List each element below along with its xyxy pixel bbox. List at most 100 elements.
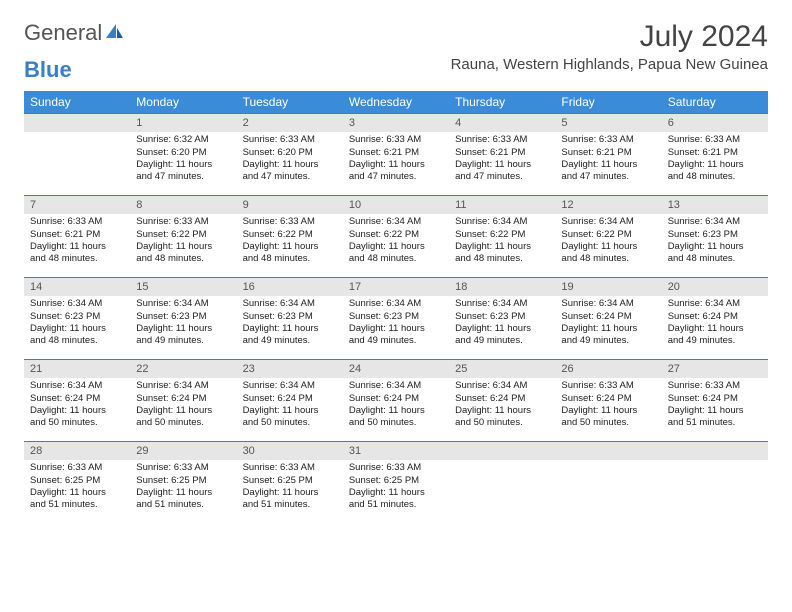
daylight-text-2: and 49 minutes. [668,335,762,347]
calendar-body: 1Sunrise: 6:32 AMSunset: 6:20 PMDaylight… [24,113,768,523]
sunrise-text: Sunrise: 6:32 AM [136,134,230,146]
daylight-text-2: and 50 minutes. [243,417,337,429]
daylight-text-1: Daylight: 11 hours [455,405,549,417]
day-number: 29 [130,441,236,460]
day-details: Sunrise: 6:33 AMSunset: 6:22 PMDaylight:… [130,214,236,269]
sunrise-text: Sunrise: 6:33 AM [136,216,230,228]
day-number-empty [555,441,661,460]
day-number: 18 [449,277,555,296]
day-number: 23 [237,359,343,378]
daylight-text-1: Daylight: 11 hours [30,405,124,417]
daylight-text-1: Daylight: 11 hours [561,241,655,253]
daylight-text-1: Daylight: 11 hours [30,241,124,253]
calendar-week-row: 21Sunrise: 6:34 AMSunset: 6:24 PMDayligh… [24,359,768,441]
sunset-text: Sunset: 6:22 PM [455,229,549,241]
sunset-text: Sunset: 6:24 PM [561,393,655,405]
daylight-text-1: Daylight: 11 hours [349,241,443,253]
sunrise-text: Sunrise: 6:34 AM [243,298,337,310]
day-number: 1 [130,113,236,132]
daylight-text-2: and 51 minutes. [668,417,762,429]
sunset-text: Sunset: 6:22 PM [136,229,230,241]
daylight-text-1: Daylight: 11 hours [30,323,124,335]
weekday-header: Sunday [24,91,130,113]
calendar-day-cell: 3Sunrise: 6:33 AMSunset: 6:21 PMDaylight… [343,113,449,195]
sunrise-text: Sunrise: 6:34 AM [668,216,762,228]
calendar-day-cell: 5Sunrise: 6:33 AMSunset: 6:21 PMDaylight… [555,113,661,195]
day-details: Sunrise: 6:33 AMSunset: 6:24 PMDaylight:… [662,378,768,433]
calendar-day-cell: 19Sunrise: 6:34 AMSunset: 6:24 PMDayligh… [555,277,661,359]
day-number-empty [24,113,130,132]
daylight-text-1: Daylight: 11 hours [243,159,337,171]
sunset-text: Sunset: 6:24 PM [243,393,337,405]
day-details: Sunrise: 6:34 AMSunset: 6:23 PMDaylight:… [237,296,343,351]
day-number: 10 [343,195,449,214]
day-details: Sunrise: 6:33 AMSunset: 6:21 PMDaylight:… [555,132,661,187]
daylight-text-1: Daylight: 11 hours [668,159,762,171]
day-number: 21 [24,359,130,378]
sunrise-text: Sunrise: 6:33 AM [668,380,762,392]
day-number: 7 [24,195,130,214]
calendar-day-cell: 17Sunrise: 6:34 AMSunset: 6:23 PMDayligh… [343,277,449,359]
sunrise-text: Sunrise: 6:34 AM [30,298,124,310]
sunset-text: Sunset: 6:24 PM [668,311,762,323]
day-details: Sunrise: 6:34 AMSunset: 6:24 PMDaylight:… [662,296,768,351]
calendar-day-cell: 9Sunrise: 6:33 AMSunset: 6:22 PMDaylight… [237,195,343,277]
sunrise-text: Sunrise: 6:34 AM [243,380,337,392]
sunrise-text: Sunrise: 6:34 AM [455,298,549,310]
sunrise-text: Sunrise: 6:34 AM [455,216,549,228]
sunset-text: Sunset: 6:24 PM [349,393,443,405]
sunset-text: Sunset: 6:23 PM [668,229,762,241]
calendar-day-cell: 10Sunrise: 6:34 AMSunset: 6:22 PMDayligh… [343,195,449,277]
sunrise-text: Sunrise: 6:33 AM [455,134,549,146]
sunset-text: Sunset: 6:25 PM [349,475,443,487]
calendar-day-cell: 26Sunrise: 6:33 AMSunset: 6:24 PMDayligh… [555,359,661,441]
day-number: 16 [237,277,343,296]
calendar-day-cell: 12Sunrise: 6:34 AMSunset: 6:22 PMDayligh… [555,195,661,277]
daylight-text-2: and 48 minutes. [561,253,655,265]
weekday-header: Wednesday [343,91,449,113]
sunrise-text: Sunrise: 6:33 AM [136,462,230,474]
daylight-text-1: Daylight: 11 hours [668,323,762,335]
daylight-text-1: Daylight: 11 hours [668,241,762,253]
daylight-text-1: Daylight: 11 hours [136,487,230,499]
logo-sail-icon [104,20,124,46]
daylight-text-1: Daylight: 11 hours [243,241,337,253]
day-details: Sunrise: 6:33 AMSunset: 6:21 PMDaylight:… [24,214,130,269]
sunset-text: Sunset: 6:25 PM [30,475,124,487]
day-number: 13 [662,195,768,214]
day-number: 30 [237,441,343,460]
day-number-empty [449,441,555,460]
sunrise-text: Sunrise: 6:34 AM [349,380,443,392]
daylight-text-2: and 47 minutes. [243,171,337,183]
calendar-day-cell: 1Sunrise: 6:32 AMSunset: 6:20 PMDaylight… [130,113,236,195]
daylight-text-2: and 47 minutes. [455,171,549,183]
calendar-day-cell: 7Sunrise: 6:33 AMSunset: 6:21 PMDaylight… [24,195,130,277]
sunrise-text: Sunrise: 6:33 AM [561,134,655,146]
day-number: 15 [130,277,236,296]
day-details: Sunrise: 6:34 AMSunset: 6:24 PMDaylight:… [449,378,555,433]
location-text: Rauna, Western Highlands, Papua New Guin… [451,56,768,73]
weekday-header: Friday [555,91,661,113]
daylight-text-1: Daylight: 11 hours [136,323,230,335]
daylight-text-2: and 47 minutes. [561,171,655,183]
daylight-text-1: Daylight: 11 hours [349,405,443,417]
daylight-text-1: Daylight: 11 hours [455,323,549,335]
day-number: 22 [130,359,236,378]
daylight-text-1: Daylight: 11 hours [455,159,549,171]
daylight-text-1: Daylight: 11 hours [455,241,549,253]
day-number: 14 [24,277,130,296]
weekday-header: Tuesday [237,91,343,113]
sunset-text: Sunset: 6:23 PM [30,311,124,323]
day-details: Sunrise: 6:33 AMSunset: 6:25 PMDaylight:… [130,460,236,515]
sunrise-text: Sunrise: 6:34 AM [349,298,443,310]
calendar-day-cell: 20Sunrise: 6:34 AMSunset: 6:24 PMDayligh… [662,277,768,359]
day-details: Sunrise: 6:33 AMSunset: 6:22 PMDaylight:… [237,214,343,269]
day-details: Sunrise: 6:34 AMSunset: 6:23 PMDaylight:… [343,296,449,351]
daylight-text-2: and 50 minutes. [349,417,443,429]
calendar-day-cell: 27Sunrise: 6:33 AMSunset: 6:24 PMDayligh… [662,359,768,441]
daylight-text-1: Daylight: 11 hours [561,323,655,335]
sunrise-text: Sunrise: 6:33 AM [561,380,655,392]
daylight-text-2: and 50 minutes. [136,417,230,429]
day-details: Sunrise: 6:34 AMSunset: 6:22 PMDaylight:… [449,214,555,269]
calendar-day-cell: 18Sunrise: 6:34 AMSunset: 6:23 PMDayligh… [449,277,555,359]
